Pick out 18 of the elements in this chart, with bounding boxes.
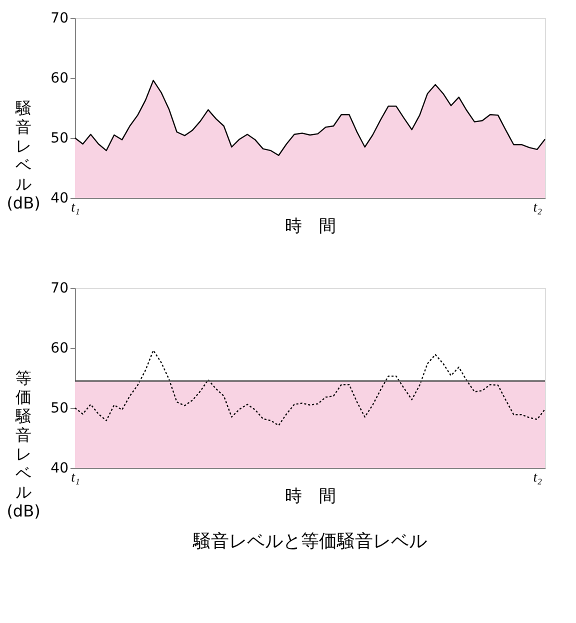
y-tick-label: 50 bbox=[50, 130, 68, 146]
x-tick-label: t₂ bbox=[533, 470, 542, 486]
line-series bbox=[74, 350, 546, 426]
y-tick-label: 70 bbox=[50, 10, 68, 26]
y-tick-label: 70 bbox=[50, 280, 68, 296]
x-tick-label: t₂ bbox=[533, 200, 542, 216]
x-axis-title: 時 間 bbox=[285, 216, 336, 236]
text: 騒音レベルと等価騒音レベル bbox=[192, 531, 427, 552]
y-tick-label: 60 bbox=[50, 70, 68, 86]
y-tick-label: 60 bbox=[50, 340, 68, 356]
y-axis-title: 騒音レベル(dB) bbox=[6, 98, 40, 212]
x-tick-label: t₁ bbox=[71, 200, 80, 216]
x-tick-label: t₁ bbox=[71, 470, 80, 486]
y-axis-title: 等価騒音レベル(dB) bbox=[6, 368, 40, 520]
y-tick-label: 40 bbox=[50, 190, 68, 206]
y-tick-label: 50 bbox=[50, 400, 68, 416]
y-tick-label: 40 bbox=[50, 460, 68, 476]
x-axis-title: 時 間 bbox=[285, 486, 336, 506]
